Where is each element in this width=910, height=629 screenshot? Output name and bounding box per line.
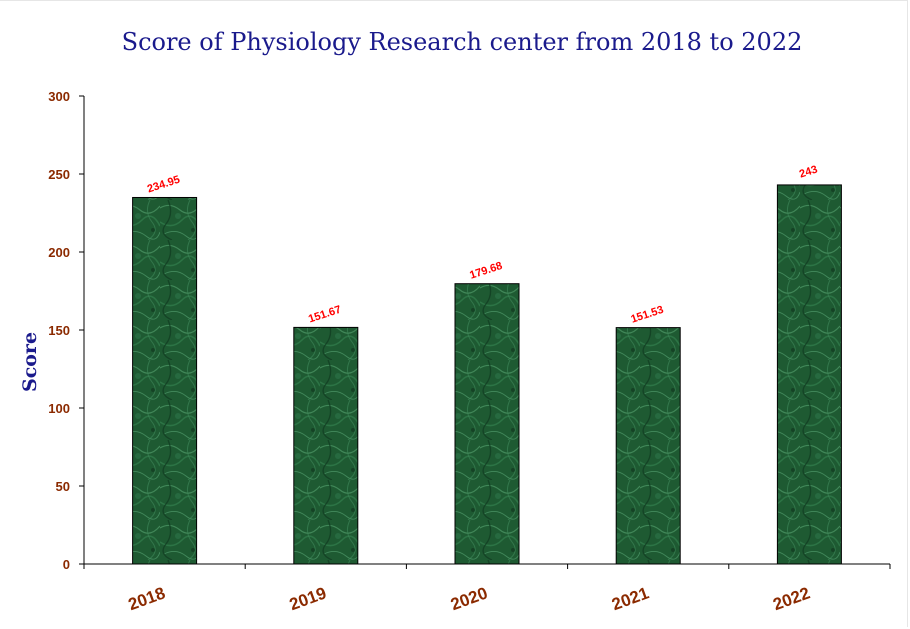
bar-2021 (615, 327, 681, 565)
data-label-2022: 243 (798, 164, 819, 181)
data-label-2021: 151.53 (629, 304, 665, 326)
data-label-2020: 179.68 (468, 260, 504, 282)
bar-2020 (454, 283, 520, 565)
x-axis-ticks: 2018 2019 2020 2021 2022 (83, 564, 891, 614)
y-axis-label: Score (19, 332, 41, 392)
data-label-2019: 151.67 (307, 304, 343, 326)
y-axis-ticks: 0 50 100 150 200 250 300 (48, 89, 84, 572)
bar-2018 (132, 196, 198, 565)
x-tick-label-2020: 2020 (448, 583, 490, 614)
y-tick-label: 250 (48, 167, 70, 182)
x-tick-label-2019: 2019 (287, 583, 329, 614)
chart-title: Score of Physiology Research center from… (122, 28, 803, 56)
x-tick-label-2022: 2022 (770, 583, 812, 614)
bar-2022 (776, 184, 842, 565)
y-tick-label: 100 (48, 401, 70, 416)
bar-2019 (293, 326, 359, 565)
bars (132, 184, 842, 565)
y-tick-label: 0 (63, 557, 70, 572)
data-label-2018: 234.95 (146, 174, 182, 196)
x-tick-label-2021: 2021 (609, 583, 651, 614)
y-tick-label: 50 (56, 479, 70, 494)
y-tick-label: 300 (48, 89, 70, 104)
x-tick-label-2018: 2018 (126, 583, 168, 614)
y-tick-label: 150 (48, 323, 70, 338)
y-tick-label: 200 (48, 245, 70, 260)
